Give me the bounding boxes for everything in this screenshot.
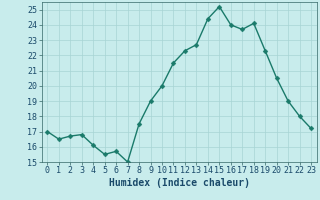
X-axis label: Humidex (Indice chaleur): Humidex (Indice chaleur) xyxy=(109,178,250,188)
